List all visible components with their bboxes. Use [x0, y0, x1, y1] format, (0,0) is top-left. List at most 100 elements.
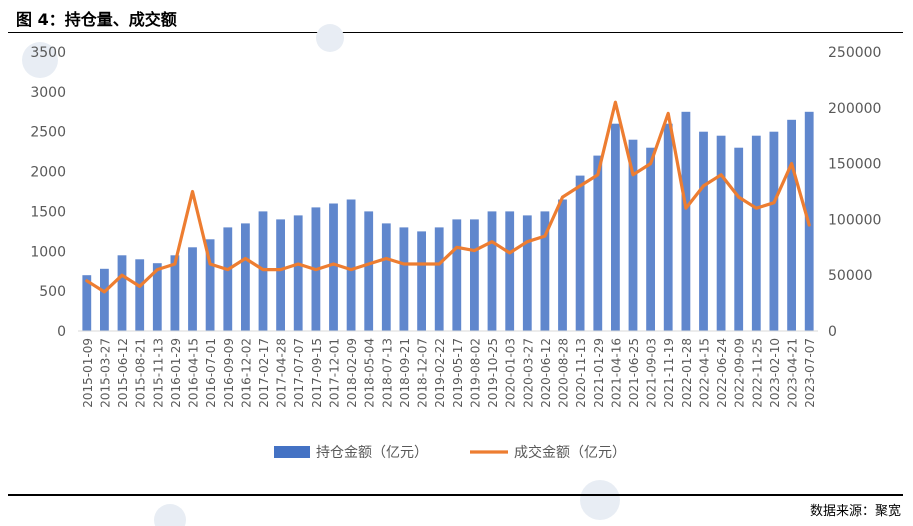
bar [417, 231, 426, 331]
bar [628, 139, 638, 331]
bar [399, 227, 409, 331]
x-tick-label: 2016-09-09 [222, 338, 236, 408]
x-tick-label: 2018-02-09 [345, 338, 359, 408]
bar [381, 223, 391, 331]
x-tick-label: 2021-11-19 [662, 338, 676, 408]
x-tick-label: 2020-11-13 [574, 338, 588, 408]
bar [152, 263, 162, 331]
x-tick-label: 2016-01-29 [169, 338, 183, 408]
bar [699, 131, 708, 331]
x-tick-label: 2021-04-16 [609, 338, 623, 408]
y-right-tick-label: 200000 [828, 101, 881, 117]
x-tick-label: 2022-09-09 [733, 338, 747, 408]
x-tick-label: 2015-11-13 [151, 338, 165, 408]
bar [434, 227, 444, 331]
y-left-tick-label: 2000 [30, 165, 66, 181]
data-source: 数据来源：聚宽 [809, 504, 901, 519]
top-rule [8, 32, 903, 33]
bar [787, 119, 796, 331]
x-axis-labels: 2015-01-09 2015-03-27 2015-06-12 2015-08-21… [81, 338, 817, 408]
x-tick-label: 2017-07-07 [292, 338, 306, 408]
bar [135, 259, 145, 331]
x-tick-label: 2017-12-01 [327, 338, 341, 408]
x-tick-label: 2023-07-07 [803, 338, 817, 408]
bar [487, 211, 497, 331]
x-tick-label: 2018-09-21 [398, 338, 412, 408]
bar [364, 211, 374, 331]
x-tick-label: 2020-01-03 [504, 338, 518, 408]
x-tick-label: 2015-06-12 [116, 338, 130, 408]
x-tick-label: 2020-08-28 [557, 338, 571, 408]
bar [681, 111, 691, 331]
y-left-tick-label: 0 [57, 324, 66, 340]
y-right-tick-label: 250000 [828, 45, 881, 61]
bottom-rule [8, 494, 903, 496]
x-tick-label: 2015-03-27 [98, 338, 112, 408]
bar [540, 211, 550, 331]
x-tick-label: 2021-09-03 [645, 338, 659, 408]
x-tick-label: 2020-06-12 [539, 338, 553, 408]
x-tick-label: 2017-09-15 [310, 338, 324, 408]
line-series [85, 100, 811, 294]
y-right-tick-label: 50000 [828, 268, 873, 284]
y-right-tick-label: 100000 [828, 212, 881, 228]
x-tick-label: 2019-10-25 [486, 338, 500, 408]
x-tick-label: 2015-01-09 [81, 338, 95, 408]
bar [663, 123, 673, 331]
x-tick-label: 2019-02-22 [433, 338, 447, 408]
x-tick-label: 2018-07-13 [380, 338, 394, 408]
x-tick-label: 2016-12-02 [239, 338, 253, 408]
bar [593, 155, 603, 331]
legend-bar-label: 持仓金额（亿元） [316, 445, 428, 461]
x-tick-label: 2022-06-24 [715, 338, 729, 408]
bar [611, 123, 620, 331]
x-tick-label: 2020-03-27 [521, 338, 535, 408]
bar [223, 227, 233, 331]
x-tick-label: 2023-02-10 [768, 338, 782, 408]
y-left-tick-label: 2500 [30, 125, 66, 141]
y-left-tick-label: 3000 [30, 85, 66, 101]
x-tick-label: 2018-12-07 [416, 338, 430, 408]
x-tick-label: 2021-06-25 [627, 338, 641, 408]
bar [558, 199, 567, 331]
bar [646, 147, 655, 331]
bar [346, 199, 356, 331]
bar [241, 223, 250, 331]
figure-title: 图 4：持仓量、成交额 [16, 10, 177, 29]
bar [716, 135, 726, 331]
bar [505, 211, 515, 331]
x-tick-label: 2022-01-28 [680, 338, 694, 408]
x-tick-label: 2023-04-21 [786, 338, 800, 408]
x-tick-label: 2015-08-21 [134, 338, 148, 408]
y-right-tick-label: 150000 [828, 157, 881, 173]
bar [293, 215, 303, 331]
y-left-tick-label: 1500 [30, 204, 66, 220]
right-axis-ticks: 0 50000 100000 150000 200000 250000 [828, 45, 881, 340]
bar [205, 239, 215, 331]
bar [276, 219, 285, 331]
bar [170, 255, 180, 331]
y-left-tick-label: 1000 [30, 244, 66, 260]
x-tick-label: 2016-07-01 [204, 338, 218, 408]
x-tick-label: 2019-05-17 [451, 338, 465, 408]
watermark [22, 24, 620, 526]
bar [452, 219, 462, 331]
y-left-tick-label: 500 [39, 284, 66, 300]
x-tick-label: 2018-05-04 [363, 338, 377, 408]
bar [82, 275, 92, 331]
legend-bar-swatch [274, 446, 310, 458]
legend: 持仓金额（亿元） 成交金额（亿元） [274, 444, 626, 461]
bar [329, 203, 338, 331]
bar [470, 219, 479, 331]
y-right-tick-label: 0 [828, 324, 837, 340]
x-tick-label: 2019-08-02 [468, 338, 482, 408]
x-tick-label: 2021-01-29 [592, 338, 606, 408]
bar [769, 131, 779, 331]
x-tick-label: 2022-11-25 [750, 338, 764, 408]
x-tick-label: 2017-02-17 [257, 338, 271, 408]
x-tick-label: 2016-04-15 [187, 338, 201, 408]
bar [575, 175, 585, 331]
legend-line-label: 成交金额（亿元） [514, 444, 626, 461]
bar [522, 215, 532, 331]
